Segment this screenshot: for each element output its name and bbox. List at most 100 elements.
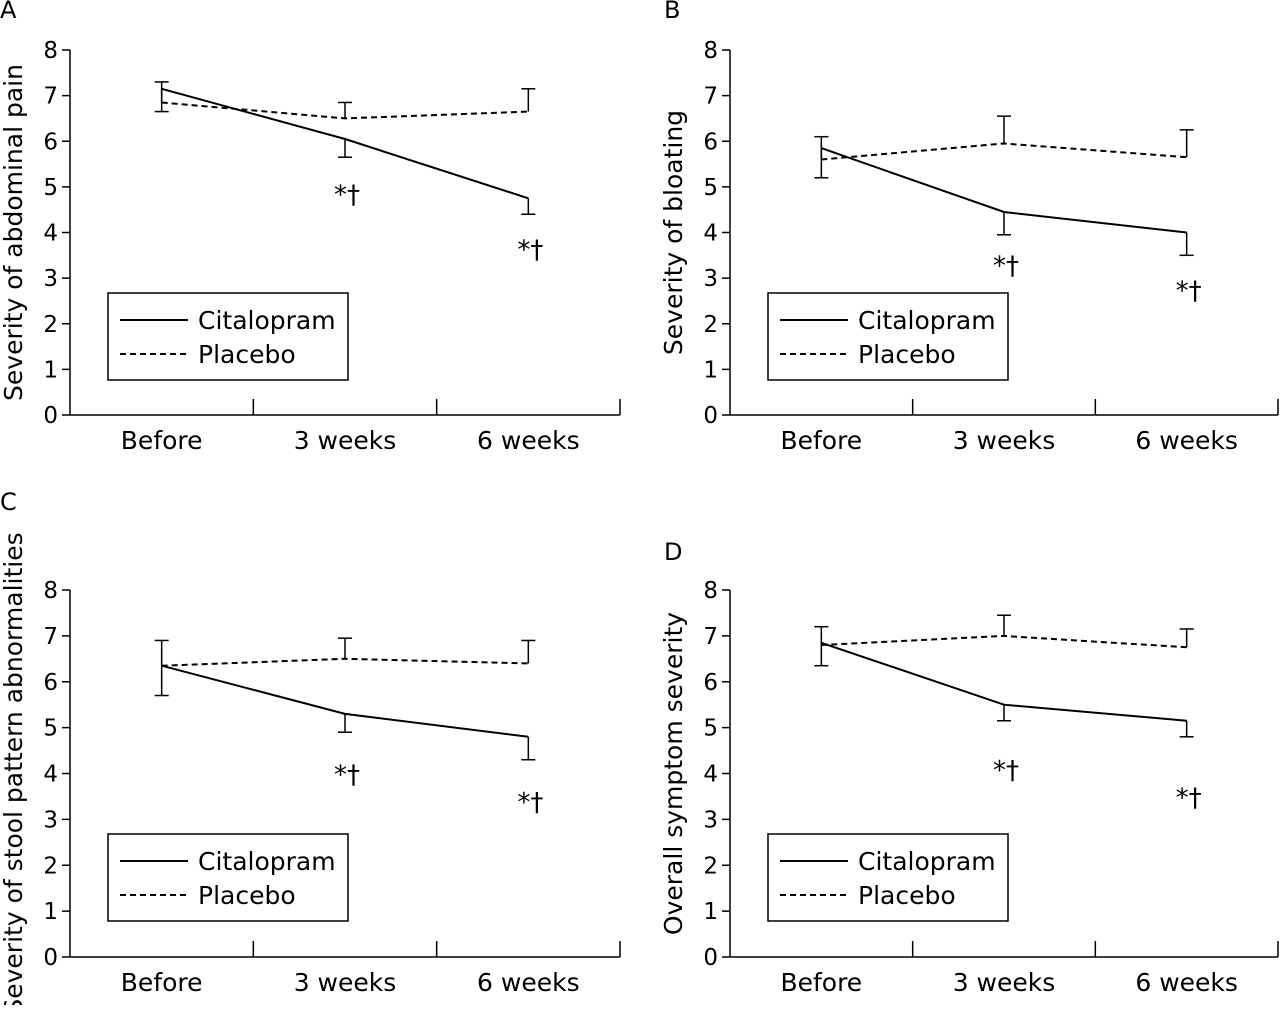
legend: Citalopram Placebo [107,292,349,381]
y-tick-label: 2 [43,853,58,879]
series-line-placebo [821,142,1187,161]
legend-label: Citalopram [198,306,336,335]
error-bar-citalopram [1179,232,1194,257]
y-tick-label: 8 [703,38,718,64]
legend-label: Citalopram [198,847,336,876]
y-tick-label: 8 [43,578,58,604]
x-tick-label: 3 weeks [294,426,397,455]
x-tick-label: 3 weeks [953,426,1056,455]
y-tick-label: 8 [703,578,718,604]
error-bar-placebo [814,135,829,160]
y-tick-label: 8 [43,38,58,64]
x-tick-label: 6 weeks [1135,426,1238,455]
error-bar-citalopram [814,642,829,667]
panel-label: C [0,488,17,516]
significance-marker: *† [1176,783,1202,813]
y-tick-label: 2 [703,853,718,879]
y-tick-label: 4 [703,221,718,247]
legend-box [107,833,349,922]
series-line-placebo [821,634,1187,649]
error-bar-placebo [521,88,536,112]
x-tick-label: 3 weeks [953,968,1056,997]
y-tick-label: 1 [43,357,58,383]
x-tick-label: 3 weeks [294,968,397,997]
y-tick-label: 3 [703,266,718,292]
legend-label: Placebo [858,340,956,369]
error-bar-citalopram [338,713,352,733]
y-tick-label: 4 [43,221,58,247]
significance-marker: *† [993,251,1019,281]
error-bar-placebo [814,625,829,646]
x-tick-label: 6 weeks [477,968,580,997]
chart-panel-c: C 0 1 2 3 4 5 6 7 8 Before 3 weeks 6 weeks Severity o… [0,488,621,1009]
series-line-placebo [161,657,529,667]
legend: Citalopram Placebo [107,833,349,922]
y-axis-title: Overall symptom severity [659,612,688,935]
y-tick-label: 5 [43,716,58,742]
y-tick-label: 1 [703,357,718,383]
y-tick-label: 1 [43,899,58,925]
y-tick-label: 0 [703,403,718,429]
legend-box [767,292,1009,381]
significance-marker: *† [334,181,360,211]
y-tick-label: 3 [43,266,58,292]
legend-box [107,292,349,381]
y-tick-label: 2 [43,312,58,338]
panel-label: A [0,0,17,24]
significance-marker: *† [517,788,543,818]
y-tick-label: 7 [43,84,58,110]
error-bar-citalopram [521,198,536,215]
error-bar-placebo [1179,628,1194,648]
y-tick-label: 6 [703,129,718,155]
error-bar-citalopram [997,704,1011,722]
significance-marker: *† [334,761,360,791]
y-tick-label: 3 [703,807,718,833]
y-tick-label: 4 [703,762,718,788]
error-bar-citalopram [997,211,1011,236]
y-tick-label: 7 [43,624,58,650]
error-bar-placebo [1179,129,1194,158]
error-bar-citalopram [521,736,536,761]
y-tick-label: 0 [703,945,718,971]
significance-marker: *† [1176,277,1202,307]
y-tick-label: 0 [43,945,58,971]
error-bar-citalopram [338,138,352,158]
error-bar-placebo [997,115,1011,144]
y-tick-label: 5 [703,175,718,201]
error-bar-placebo [154,81,169,103]
legend-label: Placebo [858,881,956,910]
legend-label: Placebo [198,340,296,369]
x-tick-label: 6 weeks [1135,968,1238,997]
legend-label: Placebo [198,881,296,910]
y-axis-title: Severity of abdominal pain [0,64,28,401]
chart-panel-b: B 0 1 2 3 4 5 6 7 8 Before 3 weeks 6 weeks Severity o… [659,0,1279,455]
x-tick-label: 6 weeks [477,426,580,455]
legend: Citalopram Placebo [767,292,1009,381]
x-tick-label: Before [121,426,203,455]
x-tick-label: Before [780,968,862,997]
panel-label: D [664,538,682,566]
y-tick-label: 7 [703,84,718,110]
panel-label: B [664,0,680,24]
error-bar-placebo [338,101,352,119]
legend-label: Citalopram [858,847,996,876]
y-tick-label: 7 [703,624,718,650]
y-tick-label: 2 [703,312,718,338]
legend: Citalopram Placebo [767,833,1009,922]
x-tick-label: Before [780,426,862,455]
error-bar-placebo [521,639,536,664]
y-tick-label: 3 [43,807,58,833]
y-tick-label: 6 [43,129,58,155]
y-tick-label: 5 [703,716,718,742]
y-tick-label: 6 [703,670,718,696]
y-tick-label: 4 [43,762,58,788]
y-axis-title: Severity of bloating [659,110,688,355]
legend-label: Citalopram [858,306,996,335]
chart-panel-a: A 0 1 2 3 4 5 6 7 8 Before 3 weeks 6 weeks Severity o… [0,0,621,455]
significance-marker: *† [993,756,1019,786]
x-tick-label: Before [121,968,203,997]
y-tick-label: 5 [43,175,58,201]
legend-box [767,833,1009,922]
